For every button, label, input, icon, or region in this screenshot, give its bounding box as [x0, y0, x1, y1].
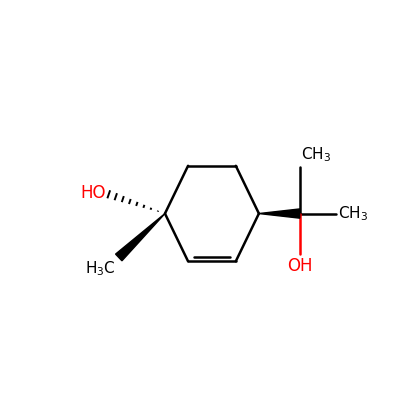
Text: HO: HO	[80, 184, 106, 202]
Polygon shape	[259, 209, 300, 218]
Text: CH$_3$: CH$_3$	[301, 146, 331, 164]
Polygon shape	[116, 214, 165, 261]
Text: H$_3$C: H$_3$C	[85, 259, 116, 278]
Text: OH: OH	[287, 258, 312, 276]
Text: CH$_3$: CH$_3$	[338, 204, 368, 223]
